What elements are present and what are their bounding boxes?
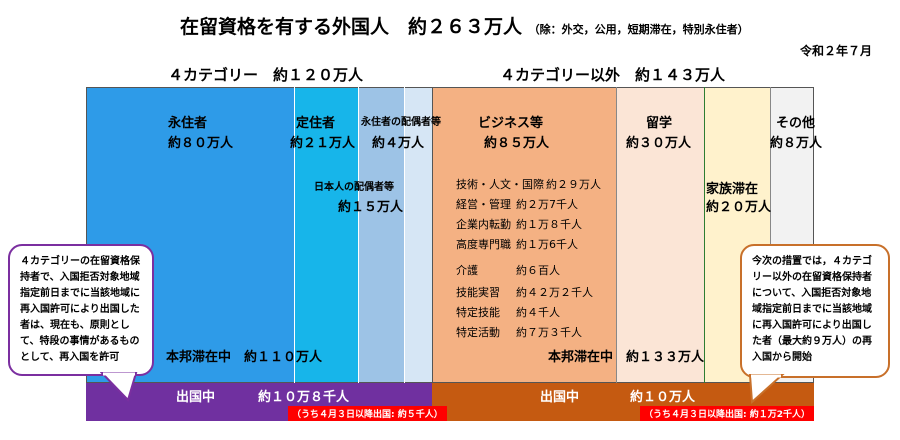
list-item: 介護 <box>456 264 478 277</box>
nihonjin-haigu-name: 日本人の配偶者等 <box>314 182 394 193</box>
list-item-value: 約７万３千人 <box>516 326 582 339</box>
left-abroad-value: 約１０万８千人 <box>258 390 350 405</box>
divider <box>358 87 359 383</box>
band-business <box>432 87 616 383</box>
left-abroad-label: 出国中 <box>176 390 216 405</box>
band-frame <box>86 87 814 383</box>
business-name: ビジネス等 <box>478 116 544 131</box>
list-item: 技能実習 <box>456 286 500 299</box>
eiju-haigu-name: 永住者の配偶者等 <box>361 117 441 128</box>
ryugaku-value: 約３０万人 <box>626 136 692 151</box>
kazoku-value: 約２０万人 <box>706 200 772 215</box>
list-item-value: 約２万7千人 <box>516 198 578 211</box>
list-item: 企業内転勤 <box>456 218 511 231</box>
divider <box>294 87 295 383</box>
divider <box>616 87 617 383</box>
right-callout-text: 今次の措置では，４カテゴリー以外の在留資格保持者について、入国拒否対象地域指定前… <box>752 256 872 363</box>
list-item-value: 約１万８千人 <box>516 218 582 231</box>
sonota-name: その他 <box>776 116 816 131</box>
eiju-haigu-value: 約４万人 <box>372 136 425 151</box>
right-callout: 今次の措置では，４カテゴリー以外の在留資格保持者について、入国拒否対象地域指定前… <box>740 244 890 378</box>
list-item-value: 約４２万２千人 <box>516 286 593 299</box>
right-abroad-value: 約１０万人 <box>630 390 696 405</box>
left-callout: ４カテゴリーの在留資格保持者で、入国拒否対象地域指定前日までに当該地域に再入国許… <box>8 244 154 376</box>
right-abroad-label: 出国中 <box>540 390 580 405</box>
list-item: 技術・人文・国際 <box>456 178 544 191</box>
band-ryugaku <box>616 87 704 383</box>
right-in-japan-value: 約１３３万人 <box>626 350 705 365</box>
list-item: 特定活動 <box>456 326 500 339</box>
band-teijusha <box>294 87 358 383</box>
list-item-value: 約４千人 <box>516 306 560 319</box>
title-note: （除：外交，公用，短期滞在，特別永住者） <box>528 23 749 36</box>
left-category-label: ４カテゴリー 約１２０万人 <box>168 66 364 84</box>
kazoku-name: 家族滞在 <box>706 182 759 197</box>
ryugaku-name: 留学 <box>646 116 673 131</box>
sonota-value: 約８万人 <box>770 136 823 151</box>
right-callout-pointer <box>748 374 785 404</box>
teijusha-name: 定住者 <box>296 116 336 131</box>
divider <box>770 87 771 383</box>
eijusha-name: 永住者 <box>168 116 208 131</box>
list-item: 特定技能 <box>456 306 500 319</box>
right-in-japan-label: 本邦滞在中 <box>548 350 614 365</box>
business-value: 約８５万人 <box>484 136 550 151</box>
list-item: 高度専門職 <box>456 238 511 251</box>
list-item-value: 約６百人 <box>516 264 560 277</box>
band-nihonjin-haigu <box>358 87 404 383</box>
eijusha-value: 約８０万人 <box>168 136 234 151</box>
right-category-label: ４カテゴリー以外 約１４３万人 <box>500 66 726 84</box>
divider <box>404 87 405 383</box>
right-abroad-note: （うち４月３日以降出国: 約１万2千人） <box>640 406 814 421</box>
left-callout-text: ４カテゴリーの在留資格保持者で、入国拒否対象地域指定前日までに当該地域に再入国許… <box>20 256 140 363</box>
divider <box>704 87 705 383</box>
band-eiju-haigu <box>404 87 432 383</box>
list-item-value: 約１万6千人 <box>516 238 578 251</box>
divider <box>432 87 433 383</box>
list-item: 経営・管理 <box>456 198 511 211</box>
title-main: 在留資格を有する外国人 約２６３万人 <box>180 16 523 38</box>
teijusha-value: 約２１万人 <box>290 136 356 151</box>
nihonjin-haigu-value: 約１５万人 <box>338 200 404 215</box>
date-label: 令和２年７月 <box>799 44 872 58</box>
page-title: 在留資格を有する外国人 約２６３万人 （除：外交，公用，短期滞在，特別永住者） <box>180 12 749 39</box>
left-callout-pointer <box>100 372 138 402</box>
left-in-japan: 本邦滞在中 約１１０万人 <box>166 350 323 365</box>
list-item-value: 約２９万人 <box>546 178 601 191</box>
left-abroad-note: （うち４月３日以降出国: 約５千人） <box>288 406 447 421</box>
